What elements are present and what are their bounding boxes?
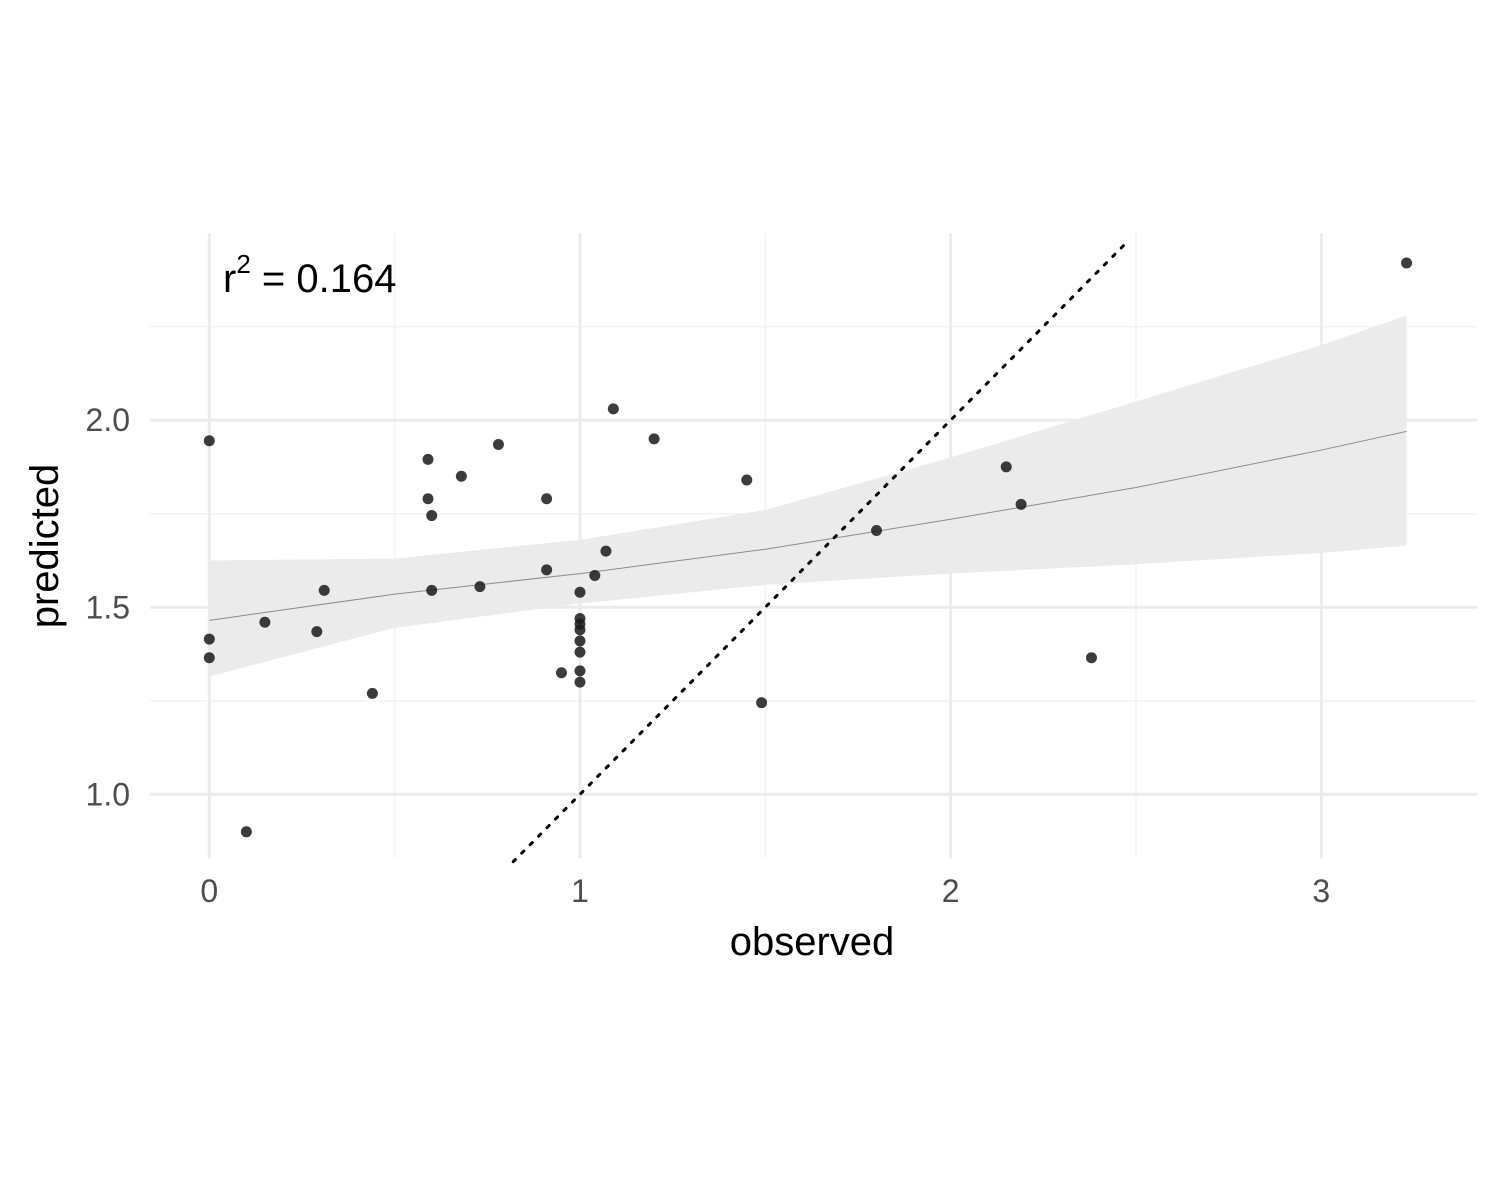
data-point [574, 624, 586, 636]
y-tick-label: 1.5 [86, 589, 130, 625]
x-tick-label: 0 [200, 873, 218, 909]
data-point [311, 626, 323, 638]
data-point [203, 435, 215, 447]
y-tick-label: 1.0 [86, 776, 130, 812]
data-point [871, 525, 883, 537]
confidence-ribbon [209, 315, 1407, 677]
data-point [574, 586, 586, 598]
y-tick-label: 2.0 [86, 402, 130, 438]
data-point [426, 584, 438, 596]
data-points [203, 257, 1413, 838]
data-point [589, 569, 601, 581]
data-point [426, 510, 438, 522]
data-point [648, 433, 660, 445]
data-point [474, 581, 486, 593]
data-point [574, 665, 586, 677]
identity-line [511, 242, 1127, 864]
x-tick-label: 2 [942, 873, 960, 909]
x-axis-title: observed [730, 920, 895, 964]
data-point [574, 676, 586, 688]
data-point [1401, 257, 1413, 269]
data-point [240, 826, 252, 838]
r-squared-annotation: r2 = 0.164 [223, 249, 396, 301]
x-tick-label: 1 [571, 873, 589, 909]
data-point [455, 470, 467, 482]
data-point [541, 564, 553, 576]
x-tick-label: 3 [1312, 873, 1330, 909]
data-point [203, 633, 215, 645]
regression-line [209, 430, 1407, 621]
data-point [600, 545, 612, 557]
x-axis-ticks: 0 1 2 3 [200, 873, 1330, 909]
data-point [318, 584, 330, 596]
data-point [1000, 461, 1012, 473]
data-point [259, 616, 271, 628]
data-point [607, 403, 619, 415]
data-point [1086, 652, 1098, 664]
data-point [422, 453, 434, 465]
data-point [366, 687, 378, 699]
data-point [422, 493, 434, 505]
data-point [741, 474, 753, 486]
data-point [203, 652, 215, 664]
data-point [574, 646, 586, 658]
data-point [555, 667, 567, 679]
data-point [492, 438, 504, 450]
data-point [541, 493, 553, 505]
y-axis-title: predicted [23, 464, 67, 629]
y-axis-ticks: 1.0 1.5 2.0 [86, 402, 130, 812]
data-point [1015, 498, 1027, 510]
data-point [574, 635, 586, 647]
data-point [756, 697, 768, 709]
